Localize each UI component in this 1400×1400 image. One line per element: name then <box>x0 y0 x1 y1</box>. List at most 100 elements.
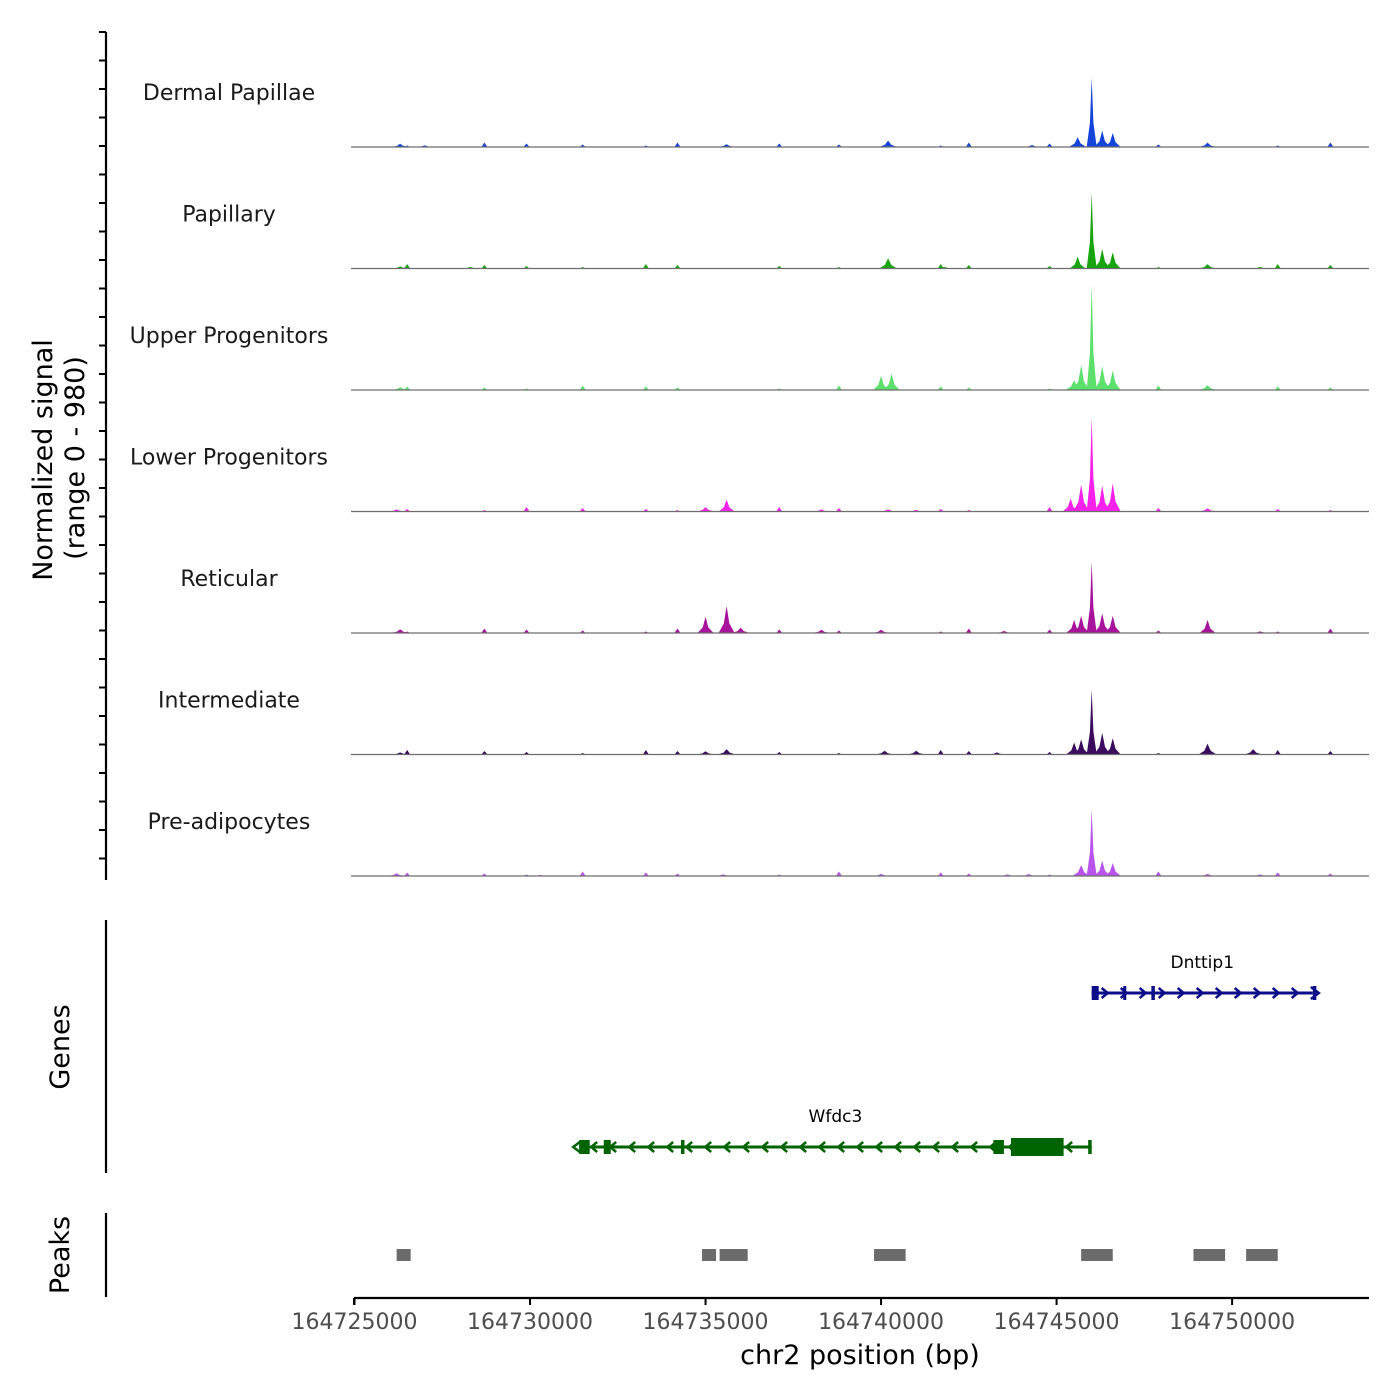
noise-bump <box>1274 750 1281 755</box>
noise-bump <box>835 508 842 512</box>
signal-peak <box>1104 863 1121 876</box>
gene-exon <box>603 1140 611 1154</box>
gene-label: Wfdc3 <box>809 1107 863 1127</box>
track-papillary: Papillary <box>182 192 1369 270</box>
noise-bump <box>404 264 411 269</box>
noise-bump <box>776 507 783 512</box>
noise-bump <box>523 507 530 512</box>
noise-bump <box>1327 142 1334 147</box>
peak-region <box>1246 1249 1278 1261</box>
strand-arrow-end <box>571 1140 582 1154</box>
signal-peak <box>718 605 735 633</box>
noise-bump <box>481 265 488 269</box>
strand-arrow <box>798 1141 807 1153</box>
noise-bump <box>1046 629 1053 633</box>
gene-exon <box>1088 1140 1092 1154</box>
signal-peak <box>717 749 736 755</box>
noise-bump <box>523 266 530 269</box>
noise-bump <box>579 508 586 512</box>
track-intermediate: Intermediate <box>158 689 1369 756</box>
noise-bump <box>523 752 530 755</box>
noise-bump <box>1327 873 1334 876</box>
signal-peak <box>1198 142 1217 147</box>
strand-arrow <box>1064 1141 1073 1153</box>
peak-region <box>1081 1249 1113 1261</box>
noise-bump <box>481 751 488 755</box>
noise-bump <box>1327 751 1334 755</box>
noise-bump <box>481 387 488 390</box>
signal-peak <box>1073 484 1090 512</box>
noise-bump <box>1046 752 1053 755</box>
strand-arrow <box>1214 987 1224 999</box>
noise-bump <box>1046 507 1053 512</box>
noise-bump <box>1327 265 1334 269</box>
signal-peak <box>907 750 926 755</box>
gene-exon <box>1151 986 1155 1000</box>
noise-bump <box>642 509 649 512</box>
x-tick-label: 164750000 <box>1169 1310 1295 1335</box>
gene-exon <box>1091 986 1099 1000</box>
noise-bump <box>1155 630 1162 633</box>
strand-arrow <box>969 1141 978 1153</box>
coverage-y-title-line1: Normalized signal <box>28 339 59 581</box>
peak-region <box>719 1249 748 1261</box>
noise-bump <box>579 144 586 147</box>
signal-peak <box>1073 365 1090 390</box>
signal-peak <box>1086 417 1097 512</box>
gene-exon <box>1123 986 1127 1000</box>
strand-arrow <box>1271 987 1281 999</box>
strand-arrow <box>741 1141 750 1153</box>
signal-peak <box>1104 483 1121 512</box>
track-label: Pre-adipocytes <box>148 810 311 835</box>
signal-peak <box>875 750 894 755</box>
signal-peak <box>1069 256 1086 269</box>
noise-bump <box>937 386 944 390</box>
gene-exon <box>1010 1138 1064 1156</box>
genes-y-title: Genes <box>45 1004 76 1089</box>
strand-arrow <box>893 1141 902 1153</box>
signal-peak <box>1072 865 1091 876</box>
noise-bump <box>1327 387 1334 390</box>
track-label: Papillary <box>182 203 276 228</box>
signal-peak <box>1086 689 1097 755</box>
noise-bump <box>642 386 649 390</box>
gene-exon <box>680 1140 685 1154</box>
strand-arrow <box>817 1141 826 1153</box>
signal-peak <box>1073 615 1090 633</box>
peaks-y-title: Peaks <box>45 1216 76 1294</box>
strand-arrow <box>912 1141 921 1153</box>
signal-peak <box>1094 732 1111 755</box>
peak-track <box>396 1249 1278 1261</box>
signal-peak <box>391 143 410 147</box>
noise-bump <box>937 509 944 512</box>
noise-bump <box>937 872 944 876</box>
noise-bump <box>579 871 586 876</box>
noise-bump <box>835 630 842 633</box>
noise-bump <box>674 142 681 147</box>
y-axis-titles: Normalized signal (range 0 - 980) Genes … <box>28 339 91 1294</box>
left-axes <box>99 31 108 1297</box>
signal-peak <box>1062 498 1079 512</box>
noise-bump <box>1155 508 1162 512</box>
strand-arrow <box>836 1141 845 1153</box>
x-tick-label: 164745000 <box>994 1310 1120 1335</box>
noise-bump <box>481 142 488 147</box>
gene-track: Dnttip1 Wfdc3 <box>571 953 1321 1156</box>
strand-arrow <box>779 1141 788 1153</box>
strand-arrow <box>1290 987 1300 999</box>
strand-arrow <box>1138 987 1148 999</box>
noise-bump <box>1274 509 1281 512</box>
signal-peak <box>718 499 735 512</box>
noise-bump <box>965 387 972 390</box>
peak-region <box>874 1249 906 1261</box>
noise-bump <box>642 872 649 876</box>
noise-bump <box>1155 871 1162 876</box>
signal-peak <box>1068 137 1087 147</box>
signal-peak <box>696 751 715 755</box>
signal-peak <box>1086 284 1097 390</box>
track-label: Lower Progenitors <box>130 446 328 471</box>
track-lower-progenitors: Lower Progenitors <box>130 417 1369 513</box>
signal-peak <box>883 373 900 390</box>
signal-peak <box>391 387 410 390</box>
